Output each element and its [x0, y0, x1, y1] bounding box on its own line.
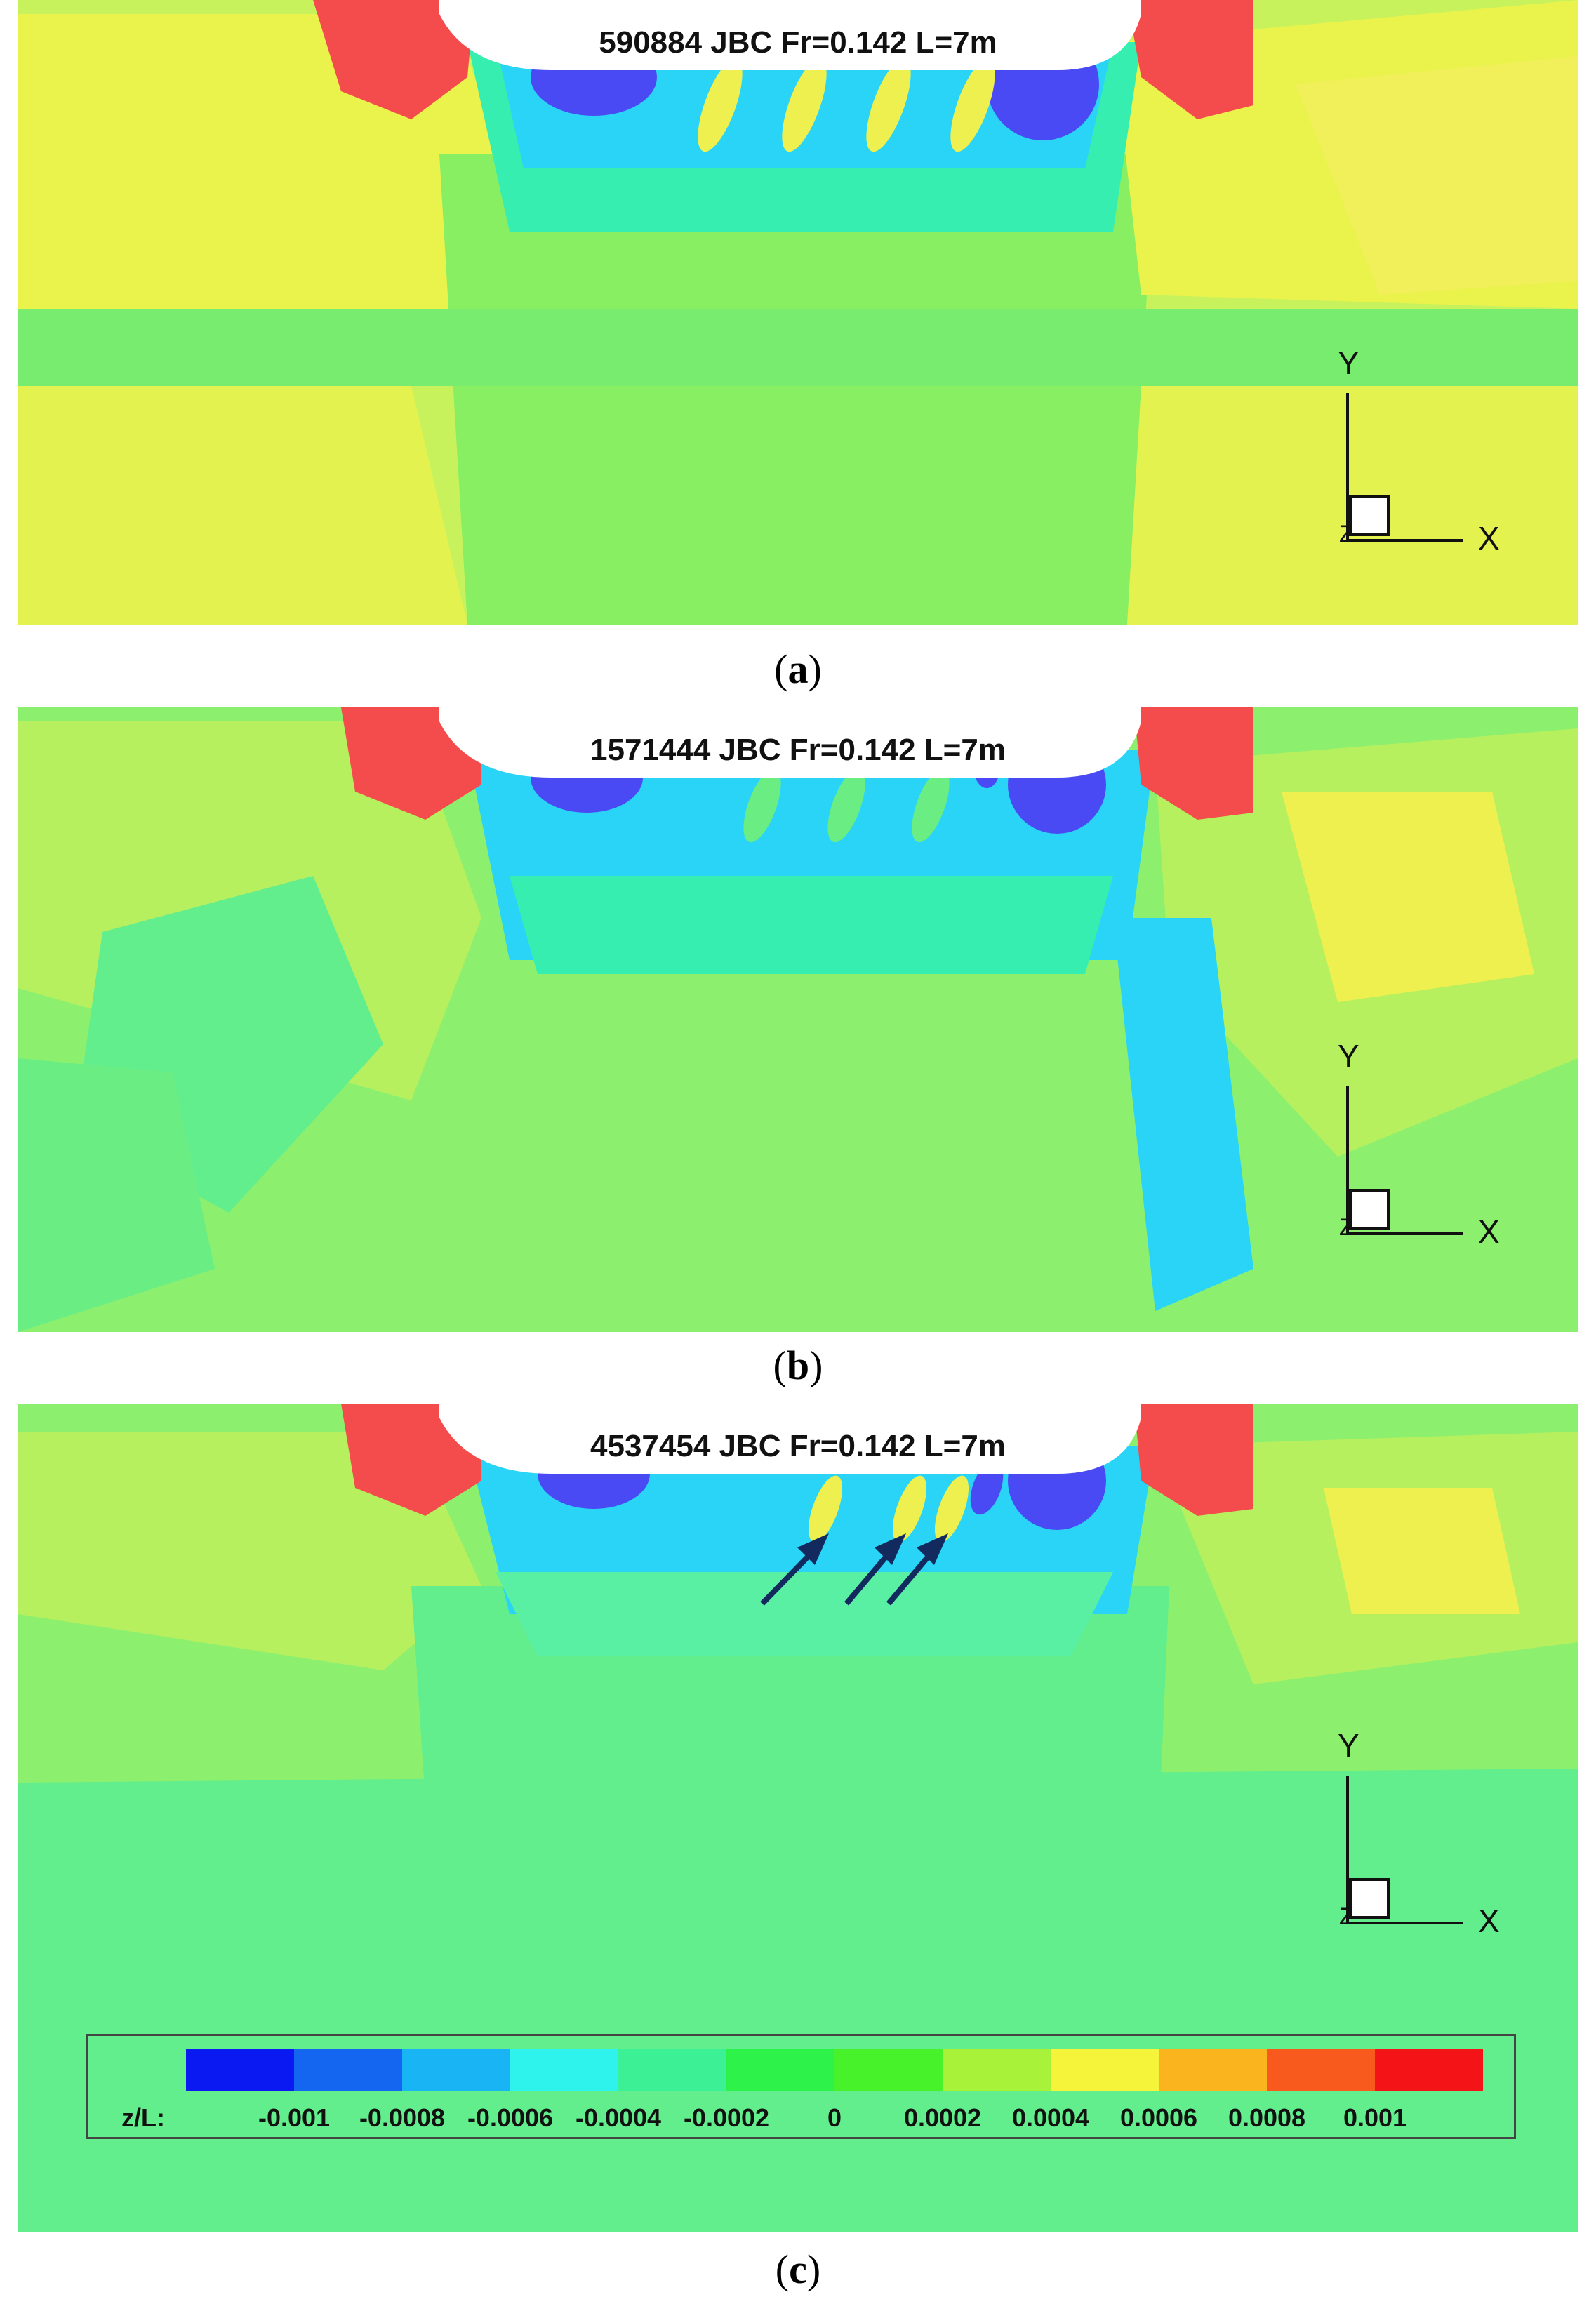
- y-axis-line: [1346, 1086, 1349, 1235]
- legend-variable-label: z/L:: [121, 2103, 165, 2132]
- x-axis-label: X: [1478, 520, 1500, 557]
- panel-a-title: 590884 JBC Fr=0.142 L=7m: [599, 25, 997, 60]
- legend-swatch-3: [510, 2049, 618, 2091]
- legend-swatch-6: [834, 2049, 943, 2091]
- legend-swatch-1: [294, 2049, 402, 2091]
- z-axis-label: Z: [1339, 1903, 1354, 1930]
- legend-tick-label: 0.0004: [1011, 2103, 1090, 2132]
- axis-triad-a: Y Z X: [1269, 344, 1500, 557]
- z-axis-label: Z: [1339, 1214, 1354, 1241]
- y-axis-line: [1346, 1776, 1349, 1924]
- panel-c-title: 4537454 JBC Fr=0.142 L=7m: [590, 1429, 1006, 1463]
- x-axis-line: [1346, 539, 1463, 542]
- legend-tick-label: 0.0002: [903, 2103, 982, 2132]
- legend-tick-label: -0.0002: [683, 2103, 770, 2132]
- z-axis-box: [1349, 1878, 1390, 1919]
- legend-tick-label: -0.0006: [467, 2103, 554, 2132]
- caption-c: (c): [775, 2246, 821, 2292]
- caption-a: (a): [774, 646, 822, 692]
- x-axis-line: [1346, 1232, 1463, 1235]
- caption-b: (b): [773, 1343, 823, 1388]
- caption-a-letter: a: [787, 646, 809, 692]
- legend-tick-label: 0.0008: [1228, 2103, 1306, 2132]
- contour-field-a: [18, 0, 1578, 625]
- legend-swatch-0: [186, 2049, 294, 2091]
- legend-swatch-8: [1051, 2049, 1159, 2091]
- legend-swatch-11: [1375, 2049, 1483, 2091]
- legend-swatch-10: [1267, 2049, 1375, 2091]
- legend-swatch-9: [1159, 2049, 1267, 2091]
- x-axis-label: X: [1478, 1903, 1500, 1939]
- x-axis-line: [1346, 1922, 1463, 1924]
- legend-tick-label: -0.0004: [575, 2103, 662, 2132]
- axis-triad-c: Y Z X: [1269, 1726, 1500, 1939]
- x-axis-label: X: [1478, 1213, 1500, 1250]
- legend-swatch-7: [943, 2049, 1051, 2091]
- y-axis-label: Y: [1338, 345, 1359, 381]
- z-axis-box: [1349, 495, 1390, 536]
- legend-swatch-5: [726, 2049, 834, 2091]
- legend-tick-label: -0.001: [258, 2103, 331, 2132]
- legend-swatch-2: [402, 2049, 510, 2091]
- legend-tick-label: 0.001: [1343, 2103, 1407, 2132]
- color-legend: z/L: -0.001 -0.0008 -0.0006 -0.0004 -0.0002 0…: [86, 2034, 1516, 2139]
- legend-colorbar: [186, 2049, 1483, 2091]
- y-axis-line: [1346, 393, 1349, 542]
- panel-a: 590884 JBC Fr=0.142 L=7m Y Z X: [18, 0, 1578, 625]
- legend-swatch-4: [618, 2049, 726, 2091]
- legend-tick-label: 0.0006: [1119, 2103, 1198, 2132]
- panel-b: 1571444 JBC Fr=0.142 L=7m Y Z X: [18, 707, 1578, 1332]
- legend-tick-label: -0.0008: [359, 2103, 446, 2132]
- caption-b-letter: b: [786, 1343, 810, 1388]
- legend-tick-label: 0: [827, 2103, 842, 2132]
- axis-triad-b: Y Z X: [1269, 1037, 1500, 1250]
- y-axis-label: Y: [1338, 1038, 1359, 1074]
- panel-b-title: 1571444 JBC Fr=0.142 L=7m: [590, 733, 1006, 767]
- contour-field-b: [18, 707, 1578, 1332]
- y-axis-label: Y: [1338, 1727, 1359, 1764]
- z-axis-box: [1349, 1189, 1390, 1230]
- z-axis-label: Z: [1339, 521, 1354, 547]
- caption-c-letter: c: [789, 2246, 807, 2292]
